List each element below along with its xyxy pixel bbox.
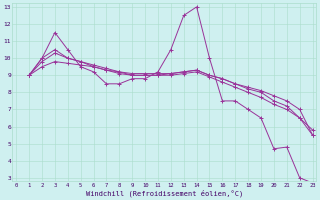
X-axis label: Windchill (Refroidissement éolien,°C): Windchill (Refroidissement éolien,°C) (86, 189, 243, 197)
